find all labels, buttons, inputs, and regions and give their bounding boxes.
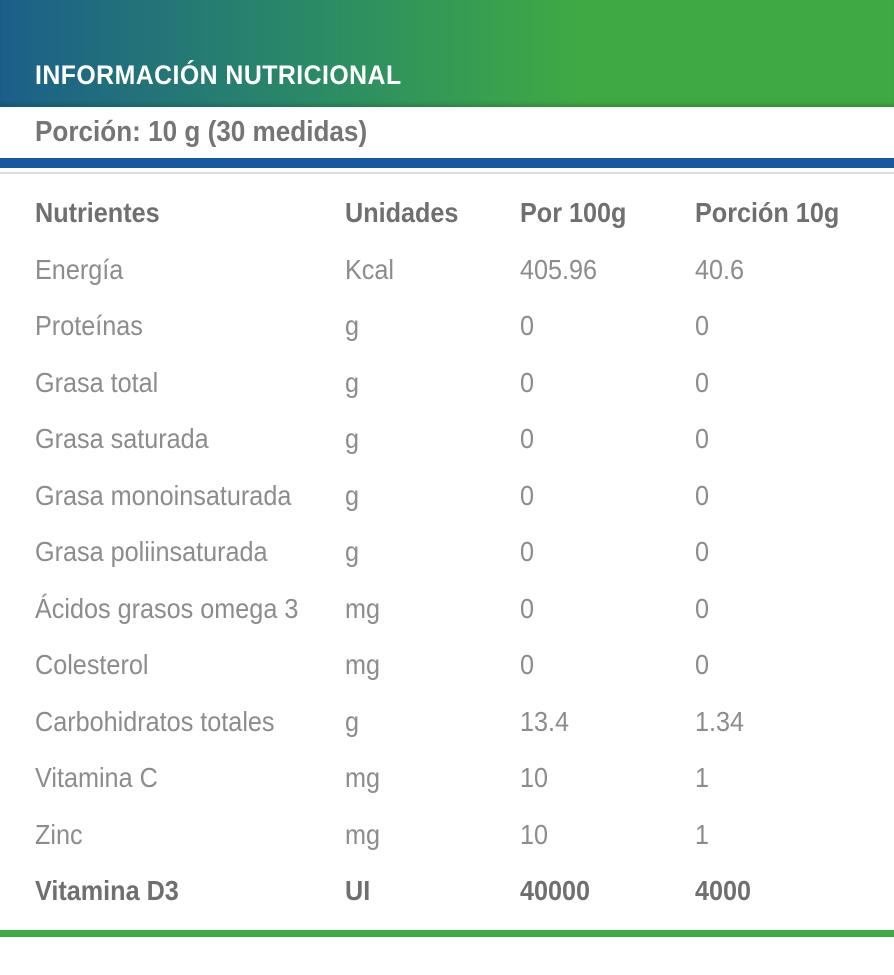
per100-cell: 0 <box>520 536 535 568</box>
nutrient-cell: Energía <box>35 253 124 285</box>
unit-cell: g <box>345 366 360 398</box>
serving-label: Porción: 10 g (30 medidas) <box>35 116 368 148</box>
table-row: Grasa poliinsaturada g 0 0 <box>35 524 894 581</box>
bottom-green-line <box>0 929 894 937</box>
column-header-portion: Porción 10g <box>695 197 840 229</box>
divider-shadow-line <box>0 172 894 174</box>
nutrient-cell: Vitamina C <box>35 762 158 794</box>
table-row: Proteínas g 0 0 <box>35 298 894 355</box>
table-row: Vitamina C mg 10 1 <box>35 750 894 807</box>
unit-cell: mg <box>345 818 381 850</box>
portion-cell: 0 <box>695 310 710 342</box>
table-row: Grasa monoinsaturada g 0 0 <box>35 468 894 525</box>
table-row: Grasa saturada g 0 0 <box>35 411 894 468</box>
unit-cell: UI <box>345 875 371 907</box>
per100-cell: 0 <box>520 479 535 511</box>
per100-cell: 40000 <box>520 875 591 907</box>
per100-cell: 0 <box>520 423 535 455</box>
table-row: Colesterol mg 0 0 <box>35 637 894 694</box>
unit-cell: g <box>345 423 360 455</box>
per100-cell: 10 <box>520 818 549 850</box>
portion-cell: 0 <box>695 536 710 568</box>
table-row: Energía Kcal 405.96 40.6 <box>35 242 894 299</box>
table-header-row: Nutrientes Unidades Por 100g Porción 10g <box>35 185 894 242</box>
nutrient-cell: Carbohidratos totales <box>35 705 275 737</box>
portion-cell: 1.34 <box>695 705 745 737</box>
portion-cell: 0 <box>695 479 710 511</box>
nutrient-cell: Ácidos grasos omega 3 <box>35 592 299 624</box>
header-band: INFORMACIÓN NUTRICIONAL <box>0 0 894 107</box>
blue-divider-bar <box>0 158 894 168</box>
nutrient-cell: Grasa poliinsaturada <box>35 536 268 568</box>
per100-cell: 0 <box>520 310 535 342</box>
unit-cell: mg <box>345 762 381 794</box>
portion-cell: 0 <box>695 592 710 624</box>
portion-cell: 0 <box>695 423 710 455</box>
unit-cell: mg <box>345 649 381 681</box>
nutrient-cell: Grasa saturada <box>35 423 209 455</box>
serving-section: Porción: 10 g (30 medidas) <box>0 107 894 158</box>
table-body: Energía Kcal 405.96 40.6 Proteínas g 0 0… <box>35 242 894 920</box>
unit-cell: Kcal <box>345 253 395 285</box>
unit-cell: g <box>345 705 360 737</box>
column-header-per100: Por 100g <box>520 197 627 229</box>
nutrition-table: Nutrientes Unidades Por 100g Porción 10g… <box>0 174 894 920</box>
nutrient-cell: Grasa total <box>35 366 159 398</box>
portion-cell: 0 <box>695 649 710 681</box>
nutrient-cell: Proteínas <box>35 310 143 342</box>
table-row: Ácidos grasos omega 3 mg 0 0 <box>35 581 894 638</box>
per100-cell: 0 <box>520 366 535 398</box>
page-title: INFORMACIÓN NUTRICIONAL <box>35 60 402 90</box>
per100-cell: 0 <box>520 649 535 681</box>
per100-cell: 13.4 <box>520 705 570 737</box>
portion-cell: 1 <box>695 762 710 794</box>
nutrient-cell: Grasa monoinsaturada <box>35 479 292 511</box>
per100-cell: 405.96 <box>520 253 598 285</box>
table-row: Carbohidratos totales g 13.4 1.34 <box>35 694 894 751</box>
unit-cell: g <box>345 310 360 342</box>
portion-cell: 1 <box>695 818 710 850</box>
per100-cell: 10 <box>520 762 549 794</box>
unit-cell: mg <box>345 592 381 624</box>
nutrient-cell: Vitamina D3 <box>35 875 179 907</box>
portion-cell: 40.6 <box>695 253 745 285</box>
table-row: Grasa total g 0 0 <box>35 355 894 412</box>
column-header-units: Unidades <box>345 197 459 229</box>
column-header-nutrients: Nutrientes <box>35 197 160 229</box>
table-row: Zinc mg 10 1 <box>35 807 894 864</box>
per100-cell: 0 <box>520 592 535 624</box>
nutrient-cell: Zinc <box>35 818 83 850</box>
portion-cell: 4000 <box>695 875 752 907</box>
portion-cell: 0 <box>695 366 710 398</box>
nutrient-cell: Colesterol <box>35 649 149 681</box>
unit-cell: g <box>345 536 360 568</box>
unit-cell: g <box>345 479 360 511</box>
table-row: Vitamina D3 UI 40000 4000 <box>35 863 894 920</box>
